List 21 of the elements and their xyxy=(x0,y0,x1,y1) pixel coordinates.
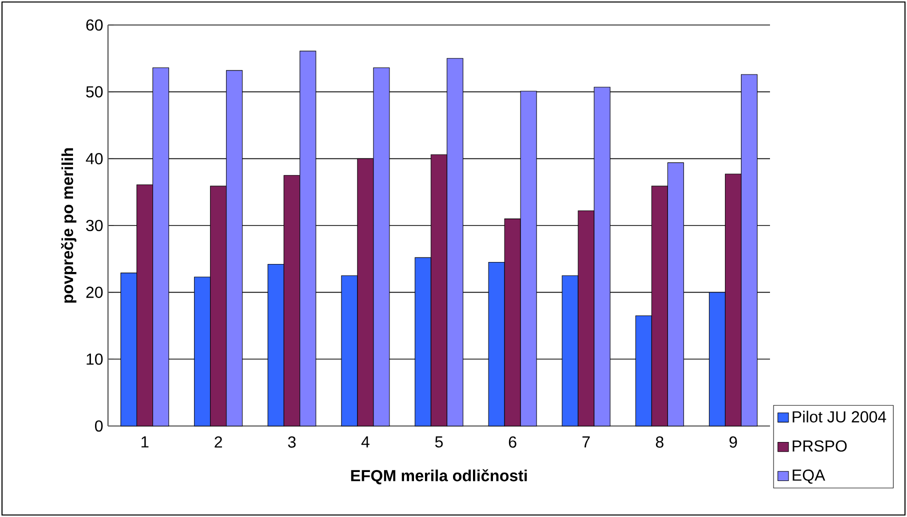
y-tick-label: 30 xyxy=(86,220,103,232)
y-tick-label: 40 xyxy=(86,153,103,164)
x-tick-label: 8 xyxy=(656,436,664,448)
x-tick-label: 3 xyxy=(288,436,296,448)
x-axis-title: EFQM merila odličnosti xyxy=(351,469,527,484)
x-tick-label: 5 xyxy=(435,436,443,448)
y-tick-label: 10 xyxy=(86,354,103,365)
y-tick-label: 0 xyxy=(95,420,103,432)
x-tick-label: 6 xyxy=(508,436,516,448)
x-tick-label: 2 xyxy=(214,436,222,448)
legend-label: Pilot JU 2004 xyxy=(792,410,886,422)
y-tick-label: 20 xyxy=(86,286,103,298)
x-tick-label: 7 xyxy=(582,436,590,448)
y-tick-label: 50 xyxy=(86,86,103,98)
x-tick-label: 1 xyxy=(142,436,148,448)
y-tick-label: 60 xyxy=(86,19,103,31)
legend-label: PRSPO xyxy=(792,440,847,452)
y-axis-title: povprečje po merilih xyxy=(61,148,76,303)
x-tick-label: 4 xyxy=(361,436,370,448)
x-tick-label: 9 xyxy=(730,436,737,448)
legend-label: EQA xyxy=(792,470,826,484)
